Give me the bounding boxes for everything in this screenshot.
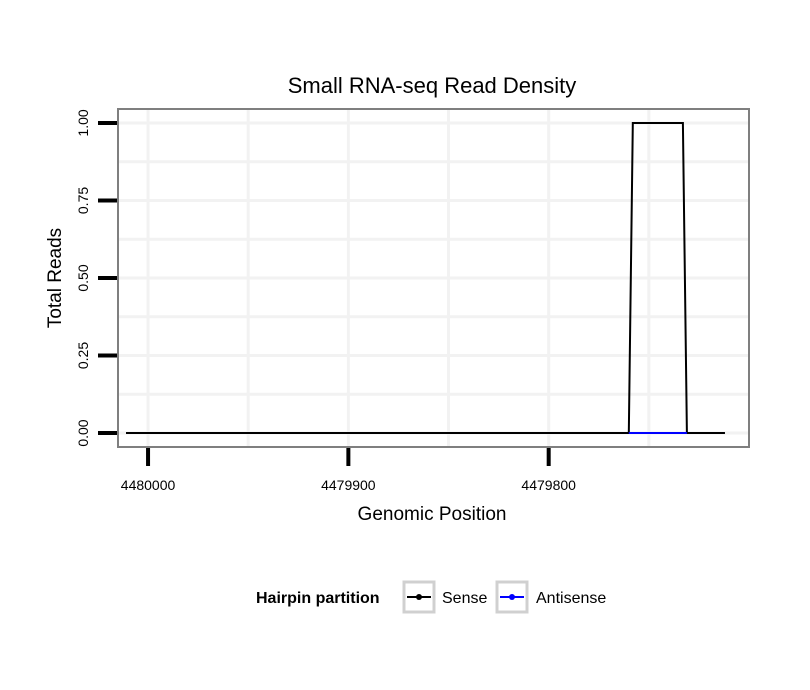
legend-item-antisense: Antisense bbox=[495, 580, 606, 614]
y-axis-title: Total Reads bbox=[45, 228, 66, 328]
x-tick-label: 4480000 bbox=[121, 477, 176, 493]
legend-item-sense: Sense bbox=[402, 580, 487, 614]
y-tick-label: 0.00 bbox=[75, 419, 91, 446]
y-axis: 0.00 0.25 0.50 0.75 1.00 bbox=[75, 109, 117, 447]
y-tick-label: 1.00 bbox=[75, 109, 91, 136]
legend: Hairpin partition Sense Antisense bbox=[256, 580, 606, 614]
x-tick-label: 4479900 bbox=[321, 477, 376, 493]
x-tick-label: 4479800 bbox=[521, 477, 576, 493]
legend-label-antisense: Antisense bbox=[536, 590, 606, 607]
series-line-sense bbox=[126, 121, 725, 435]
y-tick-label: 0.25 bbox=[75, 342, 91, 369]
y-tick-label: 0.75 bbox=[75, 187, 91, 214]
legend-point-antisense bbox=[509, 594, 515, 600]
chart-title: Small RNA-seq Read Density bbox=[288, 73, 577, 98]
plot-panel-border bbox=[117, 108, 750, 448]
legend-title: Hairpin partition bbox=[256, 590, 380, 607]
series-layer bbox=[126, 121, 725, 435]
legend-label-sense: Sense bbox=[442, 590, 487, 607]
y-tick-label: 0.50 bbox=[75, 264, 91, 291]
x-axis-title: Genomic Position bbox=[358, 504, 507, 525]
x-axis: 4480000 4479900 4479800 bbox=[121, 448, 576, 493]
grid-lines bbox=[118, 109, 749, 447]
legend-point-sense bbox=[416, 594, 422, 600]
